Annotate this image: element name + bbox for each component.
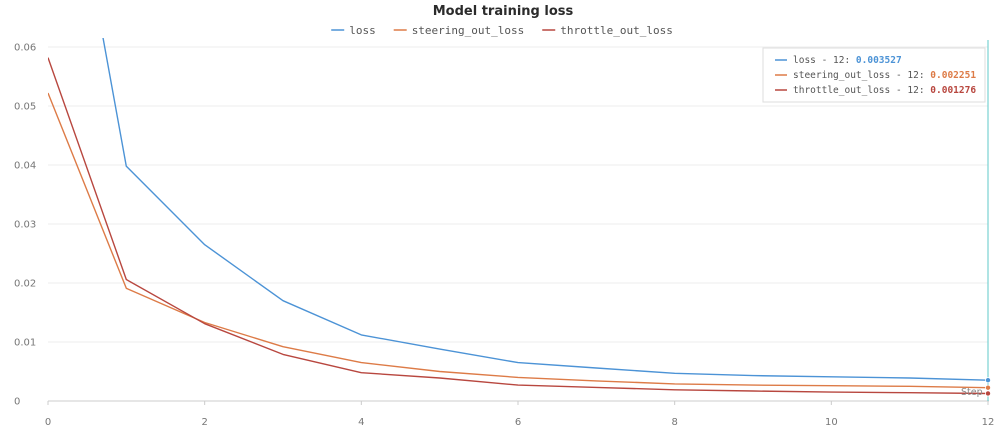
y-tick-label: 0: [14, 397, 20, 408]
x-tick-label: 12: [982, 417, 995, 428]
tooltip-entry: steering_out_loss - 12: 0.002251: [793, 70, 976, 81]
grid: [48, 46, 988, 343]
tooltip-entry-value: 0.003527: [856, 55, 902, 66]
tooltip: loss - 12: 0.003527 steering_out_loss - 1…: [762, 47, 986, 103]
tooltip-entry-value: 0.001276: [930, 85, 976, 96]
tooltip-entry: throttle_out_loss - 12: 0.001276: [793, 85, 976, 96]
tooltip-entry: loss - 12: 0.003527: [793, 55, 902, 66]
y-tick-label: 0.03: [14, 220, 36, 231]
hover-point-throttle-out-loss: [985, 390, 992, 397]
x-tick-label: 2: [201, 417, 207, 428]
x-axis-label: Step: [961, 387, 983, 398]
x-axis: 0 2 4 6 8 10 12: [45, 401, 995, 428]
legend-item-loss[interactable]: loss: [331, 24, 376, 37]
tooltip-box: [762, 47, 986, 103]
legend-label: throttle_out_loss: [560, 24, 673, 37]
legend-item-steering-out-loss[interactable]: steering_out_loss: [393, 24, 525, 37]
legend[interactable]: loss steering_out_loss throttle_out_loss: [331, 24, 673, 37]
legend-item-throttle-out-loss[interactable]: throttle_out_loss: [542, 24, 673, 37]
x-tick-label: 10: [825, 417, 838, 428]
tooltip-entry-value: 0.002251: [930, 70, 976, 81]
tooltip-entry-label: steering_out_loss - 12:: [793, 70, 930, 81]
series-line-throttle-out-loss: [48, 57, 989, 395]
tooltip-entry-label: throttle_out_loss - 12:: [793, 85, 930, 96]
tooltip-row: loss - 12: 0.003527: [775, 55, 902, 66]
series-line-steering-out-loss: [48, 92, 989, 389]
x-tick-label: 4: [358, 417, 364, 428]
x-tick-label: 6: [515, 417, 521, 428]
series-lines: [48, 38, 989, 395]
chart-title: Model training loss: [433, 4, 574, 19]
y-tick-label: 0.01: [14, 338, 36, 349]
x-tick-label: 0: [45, 417, 51, 428]
x-tick-label: 8: [671, 417, 677, 428]
y-tick-label: 0.06: [14, 43, 36, 54]
tooltip-row: throttle_out_loss - 12: 0.001276: [775, 85, 976, 96]
legend-label: loss: [349, 24, 376, 37]
hover-point-steering-out-loss: [985, 384, 992, 391]
legend-label: steering_out_loss: [412, 24, 525, 37]
y-tick-label: 0.05: [14, 102, 36, 113]
hover-point-loss: [985, 377, 992, 384]
tooltip-row: steering_out_loss - 12: 0.002251: [775, 70, 976, 81]
y-axis: 0 0.01 0.02 0.03 0.04 0.05 0.06: [14, 43, 36, 408]
tooltip-entry-label: loss - 12:: [793, 55, 856, 66]
y-tick-label: 0.04: [14, 161, 36, 172]
y-tick-label: 0.02: [14, 279, 36, 290]
series-line-loss: [102, 38, 989, 381]
hover-points: [985, 377, 992, 397]
